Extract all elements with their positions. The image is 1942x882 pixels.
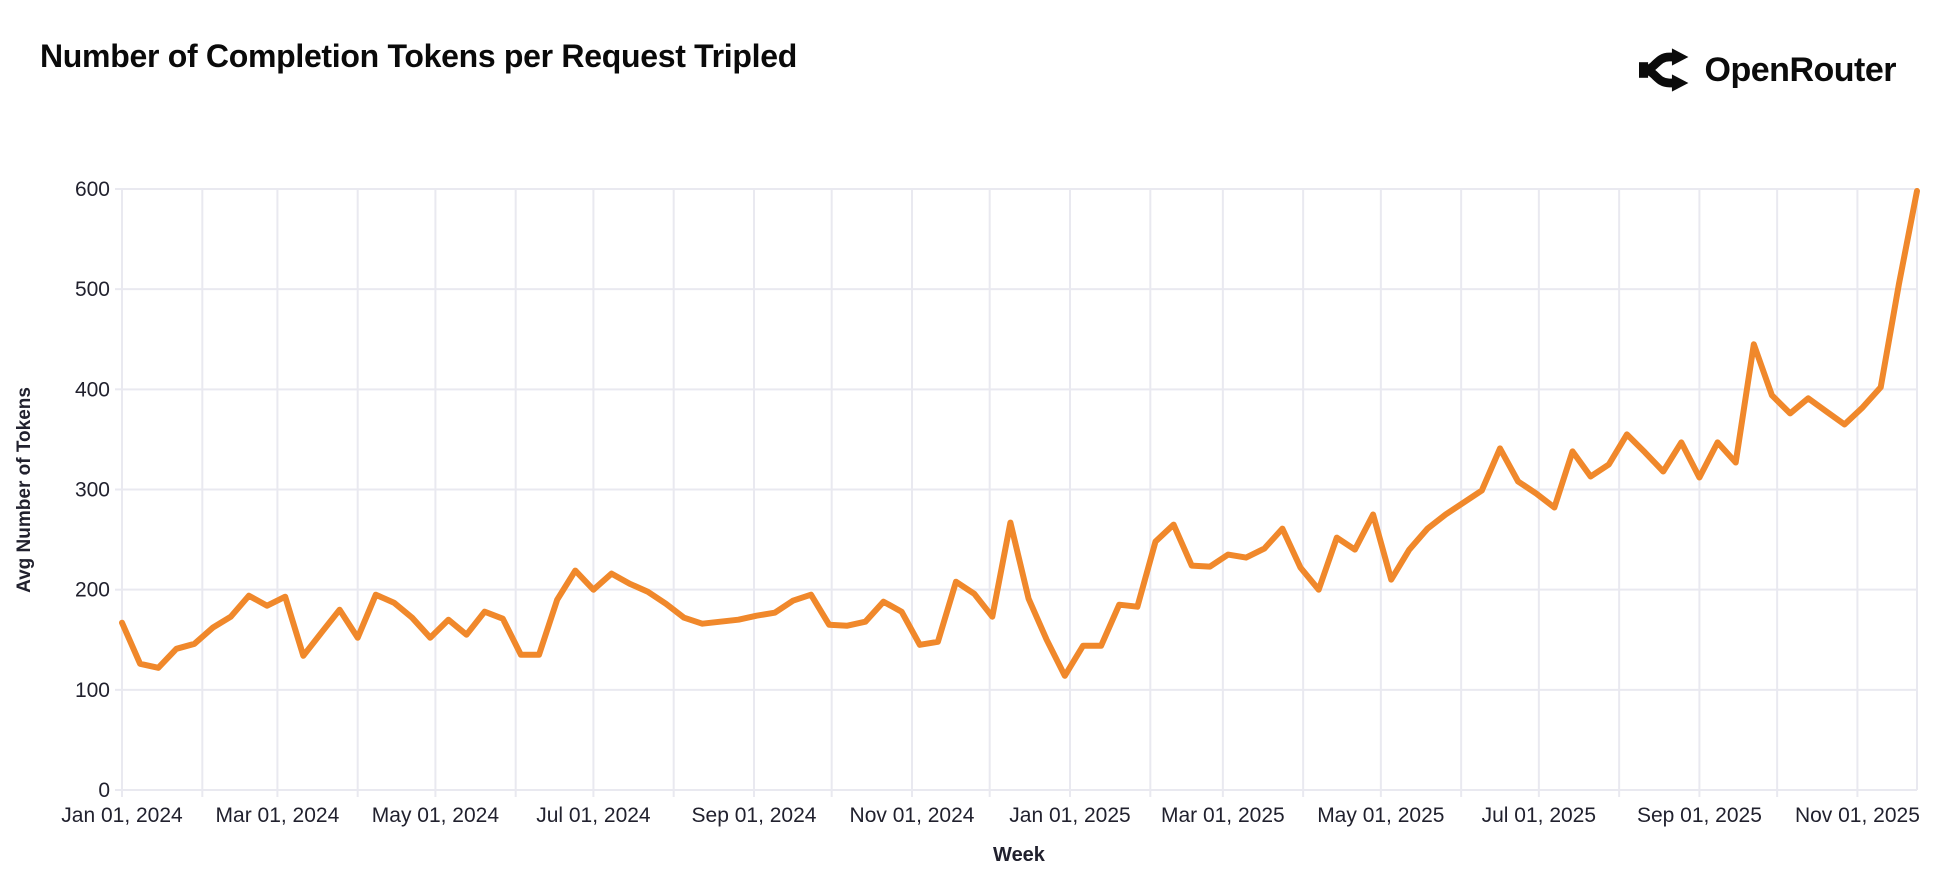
- x-tick-label: Jul 01, 2024: [536, 804, 651, 827]
- y-tick-label: 100: [75, 679, 110, 702]
- x-tick-label: Jul 01, 2025: [1482, 804, 1596, 827]
- openrouter-logo: OpenRouter: [1638, 44, 1897, 96]
- axis-ticks: [115, 188, 1859, 797]
- openrouter-logo-text: OpenRouter: [1704, 50, 1897, 89]
- y-tick-labels: 0 100 200 300 400 500 600: [75, 178, 110, 802]
- y-tick-label: 0: [98, 779, 110, 802]
- y-gridlines: [122, 188, 1917, 791]
- series-line: [119, 188, 1920, 679]
- x-tick-label: May 01, 2024: [372, 804, 500, 827]
- page-title: Number of Completion Tokens per Request …: [40, 38, 797, 74]
- x-tick-labels: Jan 01, 2024 Mar 01, 2024 May 01, 2024 Jul …: [61, 804, 1920, 827]
- x-tick-label: Mar 01, 2024: [216, 804, 340, 827]
- x-tick-label: Sep 01, 2025: [1637, 804, 1762, 827]
- x-axis-title: Week: [993, 844, 1046, 866]
- x-tick-label: Mar 01, 2025: [1161, 804, 1285, 827]
- x-gridlines: [121, 189, 1918, 790]
- x-tick-label: Jan 01, 2025: [1009, 804, 1130, 827]
- x-tick-label: Nov 01, 2024: [850, 804, 975, 827]
- y-tick-label: 500: [75, 278, 110, 301]
- y-tick-label: 400: [75, 378, 110, 401]
- y-axis-title: Avg Number of Tokens: [14, 387, 35, 593]
- x-tick-label: Nov 01, 2025: [1795, 804, 1920, 827]
- x-tick-label: May 01, 2025: [1317, 804, 1444, 827]
- y-tick-label: 300: [75, 479, 110, 502]
- x-tick-label: Jan 01, 2024: [61, 804, 183, 827]
- openrouter-icon: [1638, 48, 1688, 92]
- x-tick-label: Sep 01, 2024: [692, 804, 817, 827]
- y-tick-label: 200: [75, 579, 110, 602]
- y-tick-label: 600: [75, 178, 110, 201]
